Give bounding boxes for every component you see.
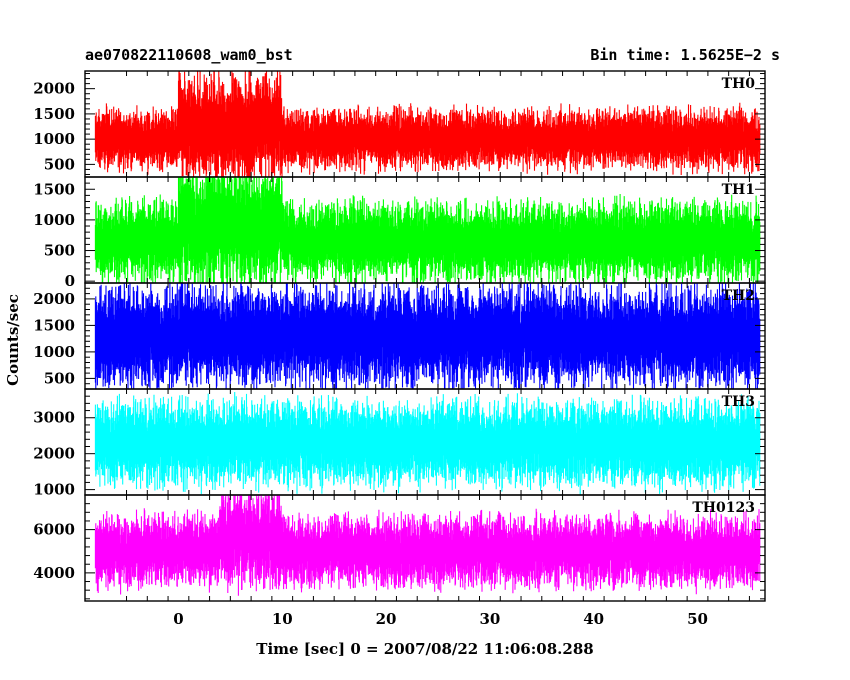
chart-title: ae070822110608_wam0_bst [85,46,293,64]
panel-label: TH2 [722,288,755,304]
y-tick-label: 1500 [33,180,75,198]
panel-th2: 500 1000 1500 2000 TH2 [33,282,766,390]
x-tick-label: 40 [583,610,604,628]
bin-time-label: Bin time: 1.5625E−2 s [590,46,780,64]
y-tick-label: 1500 [33,105,75,123]
panel-label: TH3 [722,394,755,410]
series-line-th0 [94,71,761,177]
x-tick-label: 30 [479,610,500,628]
y-tick-label: 3000 [33,409,75,427]
y-tick-label: 500 [44,155,75,173]
panel-label: TH0123 [692,500,755,516]
panel-th0123: 4000 6000 TH0123 [33,494,766,602]
y-tick-label: 1000 [33,343,75,361]
panel-frame [84,494,766,602]
series-line-th3 [94,392,761,495]
x-axis-title: Time [sec] 0 = 2007/08/22 11:06:08.288 [256,640,593,658]
panel-th3: 1000 2000 3000 TH3 [33,388,766,499]
x-tick-label: 0 [173,610,183,628]
y-tick-label: 6000 [33,521,75,539]
x-tick-label: 10 [272,610,293,628]
panel-th1: 0 500 1000 1500 TH1 [33,176,766,290]
y-tick-label: 1000 [33,130,75,148]
y-tick-label: 2000 [33,290,75,308]
y-tick-label: 2000 [33,445,75,463]
x-axis: 0 10 20 30 40 50 [173,610,708,628]
series-line-th0123 [94,495,761,596]
y-tick-label: 2000 [33,80,75,98]
y-tick-label: 4000 [33,564,75,582]
panel-label: TH0 [722,76,756,92]
series-line-th1 [94,177,761,283]
panel-th0: 500 1000 1500 2000 TH0 [33,70,766,178]
y-tick-label: 1000 [33,481,75,499]
y-tick-label: 0 [65,272,75,290]
y-axis-title: Counts/sec [4,294,22,386]
series-line-th2 [94,283,761,389]
y-tick-label: 500 [44,242,75,260]
y-tick-label: 1000 [33,211,75,229]
x-tick-label: 20 [376,610,397,628]
y-tick-label: 500 [44,369,75,387]
x-tick-label: 50 [687,610,708,628]
y-tick-label: 1500 [33,316,75,334]
panel-label: TH1 [722,182,755,198]
